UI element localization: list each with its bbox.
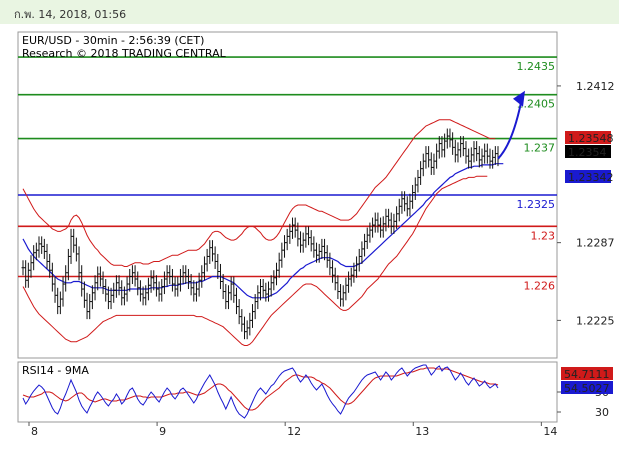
chart-subtitle: Research © 2018 TRADING CENTRAL xyxy=(22,47,227,60)
rsi-tag-label-0: 54.7111 xyxy=(564,368,610,381)
projection-arrow xyxy=(497,90,525,160)
price-bars xyxy=(21,128,500,340)
y-tick-label-1: 1.2287 xyxy=(576,237,615,250)
price-tag-box-0 xyxy=(565,131,611,144)
price-tag-box-1 xyxy=(565,145,611,158)
bb-lower-line xyxy=(22,175,488,346)
projection-arrowhead xyxy=(513,90,525,107)
x-tick-label-4: 14 xyxy=(543,425,557,438)
rsi-tag-box-0 xyxy=(561,367,613,380)
price-tag-label-1: 1.2354 xyxy=(568,146,607,159)
price-tag-label-2: 1.23342 xyxy=(568,171,614,184)
rsi-line xyxy=(22,364,499,419)
level-label-1: 1.2405 xyxy=(517,98,556,111)
level-lines xyxy=(18,56,557,278)
level-labels: 1.2435 1.2405 1.237 1.2325 1.23 1.226 xyxy=(517,60,556,292)
rsi-tag-box-1 xyxy=(561,381,613,394)
level-label-5: 1.226 xyxy=(524,280,556,293)
projection-path xyxy=(497,102,522,160)
y-tick-label-0: 1.2412 xyxy=(576,80,615,93)
x-axis-ticks: 8 9 12 13 14 xyxy=(28,422,557,438)
level-label-0: 1.2435 xyxy=(517,60,556,73)
price-tag-box-2 xyxy=(565,170,611,183)
y-tick-label-2: 1.2225 xyxy=(576,314,615,327)
y-axis-ticks: 1.2412 1.2287 1.2225 xyxy=(557,80,615,327)
level-label-3: 1.2325 xyxy=(517,198,556,211)
timestamp-bar: ก.พ. 14, 2018, 01:56 xyxy=(0,0,619,24)
rsi-label: RSI14 - 9MA xyxy=(22,364,89,377)
level-label-4: 1.23 xyxy=(531,229,556,242)
rsi-tick-label-1: 30 xyxy=(595,406,609,419)
x-tick-label-1: 9 xyxy=(159,425,166,438)
chart-title: EUR/USD - 30min - 2:56:39 (CET) xyxy=(22,34,204,47)
rsi-tag-label-1: 54.5027 xyxy=(564,382,610,395)
rsi-panel-frame xyxy=(17,361,558,423)
rsi-ma-line xyxy=(22,367,499,411)
bollinger-bands xyxy=(22,119,496,346)
level-label-2: 1.237 xyxy=(524,142,556,155)
x-tick-label-0: 8 xyxy=(31,425,38,438)
x-tick-label-2: 12 xyxy=(287,425,301,438)
rsi-lines xyxy=(22,364,499,419)
x-tick-label-3: 13 xyxy=(415,425,429,438)
timestamp: ก.พ. 14, 2018, 01:56 xyxy=(14,8,127,21)
bb-upper-line xyxy=(22,119,496,267)
price-tag-label-0: 1.23548 xyxy=(568,132,614,145)
